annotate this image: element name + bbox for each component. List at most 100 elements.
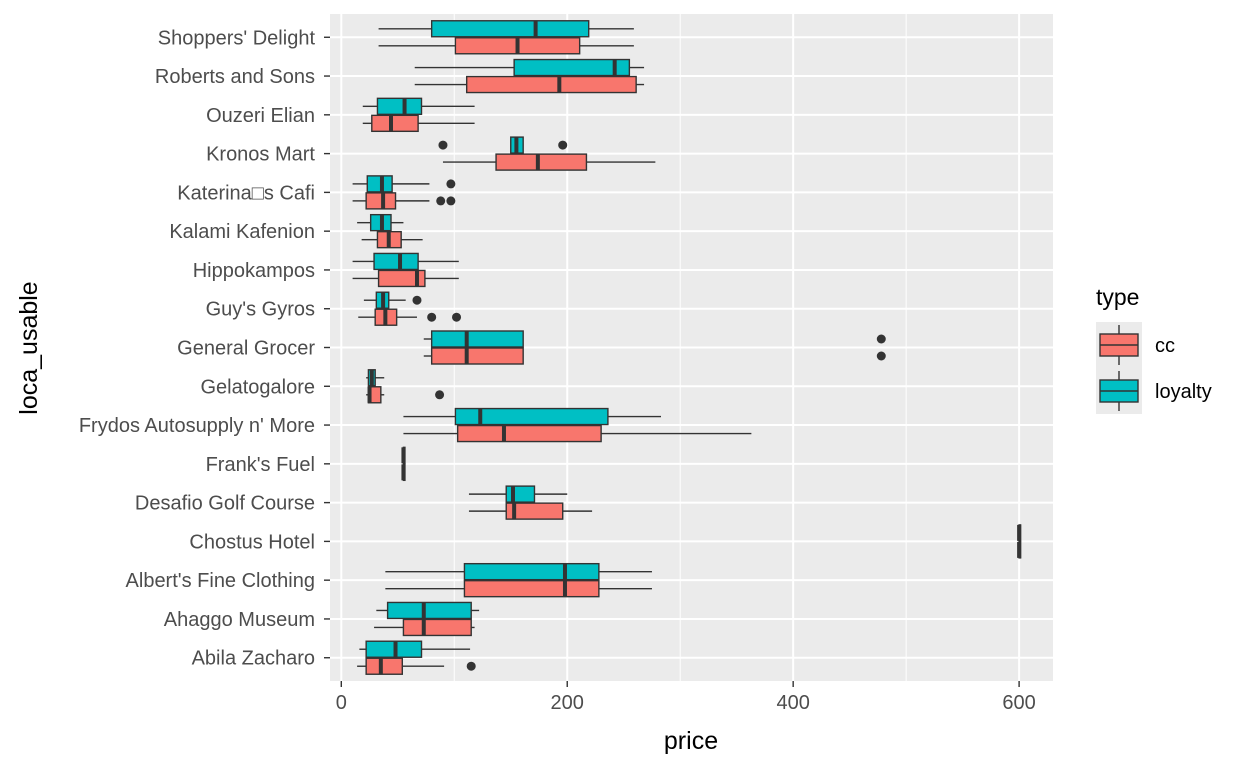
box-cc (358, 308, 462, 326)
box-rect (513, 58, 631, 77)
box-loyalty (362, 97, 475, 116)
box-loyalty (403, 407, 661, 426)
box-loyalty (438, 136, 568, 154)
box-cc (378, 37, 634, 55)
box-series (352, 20, 1022, 675)
box-cc (468, 502, 593, 520)
box-rect (505, 502, 564, 520)
x-axis: 0 200 400 600 (336, 681, 1036, 714)
box-loyalty (401, 446, 406, 465)
box-loyalty (385, 562, 652, 581)
box-rect (376, 97, 423, 116)
box-cc (357, 657, 476, 675)
box-rect (463, 562, 600, 581)
box-rect (365, 657, 403, 675)
x-axis-title: price (664, 727, 718, 755)
y-tick-label: Gelatogalore (200, 376, 315, 398)
outlier-point (436, 196, 446, 206)
legend-label: loyalty (1155, 381, 1212, 403)
box-rect (430, 330, 524, 348)
box-loyalty (468, 485, 568, 503)
y-tick-label: Ahaggo Museum (164, 609, 315, 631)
legend-keys: cc loyalty (1096, 322, 1212, 414)
box-loyalty (378, 20, 634, 38)
box-rect (430, 20, 590, 38)
outlier-point (412, 295, 422, 305)
outlier-point (452, 312, 462, 322)
box-cc (362, 114, 475, 133)
outlier-point (438, 140, 448, 150)
box-cc (414, 75, 645, 94)
y-tick-label: Desafio Golf Course (135, 493, 315, 515)
y-tick-label: Kalami Kafenion (169, 221, 315, 243)
box-cc (403, 424, 752, 443)
legend-key-loyalty: loyalty (1096, 368, 1212, 414)
box-cc (352, 269, 459, 288)
y-tick-label: Ouzeri Elian (206, 105, 315, 127)
box-cc (366, 386, 445, 404)
y-tick-label: Chostus Hotel (189, 531, 315, 553)
box-rect (454, 407, 609, 426)
box-cc (442, 153, 656, 171)
x-tick-label: 400 (776, 692, 809, 714)
box-loyalty (414, 58, 645, 77)
y-tick-label: Katerina□s Cafi (177, 182, 315, 204)
box-cc (401, 463, 406, 482)
box-rect (505, 485, 536, 503)
box-loyalty (352, 252, 459, 271)
outlier-point (427, 312, 437, 322)
box-cc (423, 347, 886, 365)
outlier-point (446, 179, 456, 189)
box-rect (402, 618, 472, 637)
box-rect (465, 75, 637, 94)
outlier-point (876, 334, 886, 344)
box-cc (352, 192, 456, 210)
legend-label: cc (1155, 335, 1175, 357)
box-rect (456, 424, 602, 443)
legend: type cc loyalty (1096, 284, 1212, 414)
box-cc (374, 618, 475, 637)
y-tick-label: Kronos Mart (206, 144, 315, 166)
y-axis-title: loca_usable (15, 281, 43, 414)
y-tick-label: Frank's Fuel (206, 454, 315, 476)
box-cc (1017, 541, 1022, 559)
box-loyalty (357, 213, 404, 232)
legend-title: type (1096, 284, 1139, 310)
y-tick-label: Albert's Fine Clothing (126, 570, 315, 592)
box-rect (463, 579, 600, 598)
x-tick-label: 600 (1002, 692, 1035, 714)
y-tick-label: Hippokampos (193, 260, 315, 282)
box-loyalty (1017, 524, 1022, 542)
box-loyalty (352, 175, 456, 193)
box-loyalty (359, 640, 471, 658)
box-rect (365, 192, 397, 210)
outlier-point (435, 390, 445, 400)
box-rect (366, 175, 393, 193)
box-cc (385, 579, 652, 598)
box-rect (373, 252, 419, 271)
outlier-point (558, 140, 568, 150)
outlier-point (876, 351, 886, 361)
y-tick-label: Shoppers' Delight (158, 27, 316, 49)
y-tick-label: Roberts and Sons (155, 66, 315, 88)
box-cc (361, 230, 423, 249)
y-tick-label: Guy's Gyros (206, 299, 315, 321)
box-loyalty (376, 601, 480, 620)
y-tick-label: Frydos Autosupply n' More (79, 415, 315, 437)
box-loyalty (423, 330, 886, 348)
x-tick-label: 0 (336, 692, 347, 714)
y-axis: Shoppers' Delight Roberts and Sons Ouzeri … (79, 27, 330, 670)
outlier-point (446, 196, 456, 206)
x-tick-label: 200 (551, 692, 584, 714)
legend-key-cc: cc (1096, 322, 1175, 368)
box-rect (377, 269, 426, 288)
y-tick-label: General Grocer (177, 338, 315, 360)
box-rect (495, 153, 588, 171)
box-rect (430, 347, 524, 365)
box-rect (386, 601, 472, 620)
y-tick-label: Abila Zacharo (192, 648, 315, 670)
box-loyalty (363, 291, 422, 309)
outlier-point (466, 661, 476, 671)
box-loyalty (366, 369, 385, 387)
